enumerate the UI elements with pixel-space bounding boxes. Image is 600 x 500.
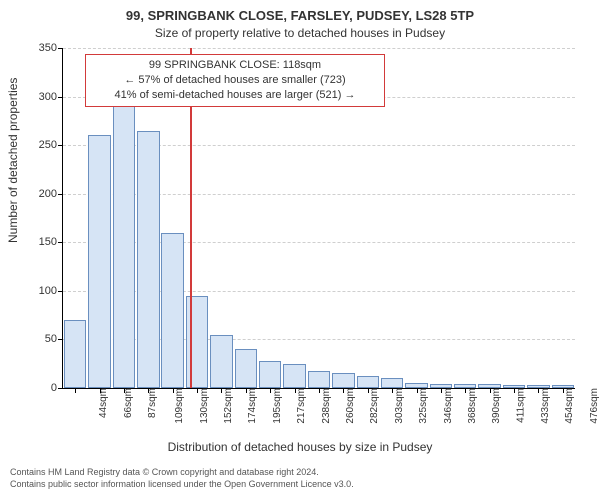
x-tick-label: 303sqm [386, 388, 405, 424]
x-tick-label: 238sqm [312, 388, 331, 424]
x-tick [148, 388, 149, 393]
x-tick-label: 217sqm [288, 388, 307, 424]
x-tick [490, 388, 491, 393]
x-tick [246, 388, 247, 393]
x-tick [563, 388, 564, 393]
x-tick-label: 346sqm [434, 388, 453, 424]
bar [259, 361, 281, 388]
x-axis-label: Distribution of detached houses by size … [0, 440, 600, 454]
bar [88, 135, 110, 388]
x-tick-label: 282sqm [361, 388, 380, 424]
bar [283, 364, 305, 388]
x-tick-label: 195sqm [264, 388, 283, 424]
y-tick-label: 200 [39, 188, 63, 200]
gridline [63, 48, 575, 49]
x-tick-label: 476sqm [581, 388, 600, 424]
bar [161, 233, 183, 388]
x-tick-label: 433sqm [532, 388, 551, 424]
y-tick-label: 50 [45, 333, 63, 345]
x-tick-label: 454sqm [556, 388, 575, 424]
x-tick [173, 388, 174, 393]
x-tick [465, 388, 466, 393]
x-tick [343, 388, 344, 393]
bar [381, 378, 403, 388]
x-tick [319, 388, 320, 393]
y-tick-label: 150 [39, 236, 63, 248]
attribution-text: Contains HM Land Registry data © Crown c… [10, 466, 354, 490]
chart-title-line1: 99, SPRINGBANK CLOSE, FARSLEY, PUDSEY, L… [0, 8, 600, 23]
bar [64, 320, 86, 388]
bar [113, 92, 135, 388]
y-tick-label: 250 [39, 139, 63, 151]
y-tick-label: 0 [51, 382, 63, 394]
bar [235, 349, 257, 388]
bar [137, 131, 159, 388]
y-tick-label: 100 [39, 285, 63, 297]
bar [210, 335, 232, 388]
x-tick [514, 388, 515, 393]
attribution-line1: Contains HM Land Registry data © Crown c… [10, 466, 354, 478]
bar [308, 371, 330, 388]
x-tick [270, 388, 271, 393]
x-tick-label: 390sqm [483, 388, 502, 424]
x-tick-label: 174sqm [239, 388, 258, 424]
x-tick-label: 130sqm [190, 388, 209, 424]
x-tick [197, 388, 198, 393]
x-tick [368, 388, 369, 393]
x-tick-label: 368sqm [459, 388, 478, 424]
x-tick [100, 388, 101, 393]
x-tick-label: 411sqm [507, 388, 526, 423]
chart-title-line2: Size of property relative to detached ho… [0, 26, 600, 40]
annotation-line-2: ← 57% of detached houses are smaller (72… [92, 73, 378, 88]
x-tick [441, 388, 442, 393]
annotation-line-1: 99 SPRINGBANK CLOSE: 118sqm [92, 58, 378, 73]
bar [357, 376, 379, 388]
x-tick-label: 109sqm [166, 388, 185, 424]
y-axis-label: Number of detached properties [6, 78, 20, 243]
x-tick [221, 388, 222, 393]
y-tick-label: 350 [39, 42, 63, 54]
x-tick-label: 325sqm [410, 388, 429, 424]
plot-area: 05010015020025030035044sqm66sqm87sqm109s… [62, 48, 575, 389]
annotation-box: 99 SPRINGBANK CLOSE: 118sqm← 57% of deta… [85, 54, 385, 107]
x-tick [295, 388, 296, 393]
x-tick [124, 388, 125, 393]
x-tick [75, 388, 76, 393]
x-tick-label: 152sqm [215, 388, 234, 424]
chart-container: 99, SPRINGBANK CLOSE, FARSLEY, PUDSEY, L… [0, 0, 600, 500]
x-tick [392, 388, 393, 393]
x-tick [417, 388, 418, 393]
x-tick [538, 388, 539, 393]
x-tick-label: 260sqm [337, 388, 356, 424]
annotation-line-3: 41% of semi-detached houses are larger (… [92, 88, 378, 103]
y-tick-label: 300 [39, 91, 63, 103]
bar [332, 373, 354, 388]
attribution-line2: Contains public sector information licen… [10, 478, 354, 490]
